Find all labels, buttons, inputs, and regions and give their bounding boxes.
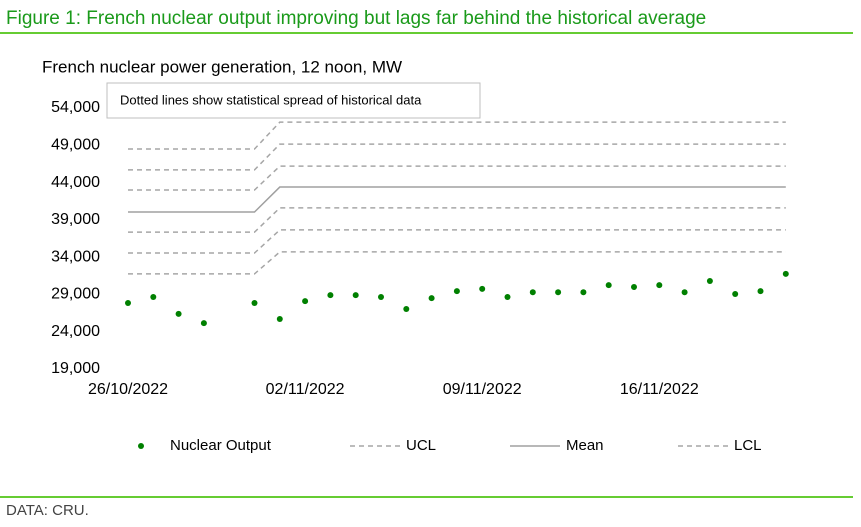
- data-point: [479, 285, 486, 292]
- y-tick-label: 24,000: [51, 323, 100, 340]
- y-tick-label: 39,000: [51, 211, 100, 228]
- data-point: [175, 310, 182, 317]
- data-point: [327, 292, 334, 299]
- legend-label: UCL: [406, 437, 436, 454]
- y-tick-label: 29,000: [51, 286, 100, 303]
- data-point: [656, 282, 663, 289]
- annotation: Dotted lines show statistical spread of …: [120, 92, 422, 107]
- data-point: [757, 288, 764, 295]
- legend-label: LCL: [734, 437, 762, 454]
- data-point: [251, 300, 258, 307]
- y-tick-label: 44,000: [51, 174, 100, 191]
- series-line: [128, 143, 786, 171]
- x-tick-label: 02/11/2022: [266, 381, 345, 398]
- data-point: [150, 294, 157, 301]
- y-tick-label: 19,000: [51, 360, 100, 377]
- data-point: [580, 289, 587, 296]
- data-point: [276, 316, 283, 323]
- data-point: [732, 291, 739, 298]
- data-point: [782, 270, 789, 277]
- data-point: [555, 289, 562, 296]
- data-point: [529, 289, 536, 296]
- data-point: [504, 294, 511, 301]
- x-tick-label: 09/11/2022: [443, 381, 522, 398]
- data-point: [352, 292, 359, 299]
- data-point: [605, 282, 612, 289]
- source: DATA: CRU.: [6, 502, 89, 519]
- data-point: [428, 295, 435, 302]
- chart-title: French nuclear power generation, 12 noon…: [42, 57, 402, 76]
- legend-label: Mean: [566, 437, 604, 454]
- data-point: [200, 320, 207, 327]
- legend-marker: [138, 443, 144, 449]
- data-point: [302, 298, 309, 305]
- series-line: [128, 207, 786, 233]
- data-point: [403, 305, 410, 312]
- series-line: [128, 165, 786, 191]
- data-point: [631, 283, 637, 290]
- series-line: [128, 186, 786, 213]
- data-point: [681, 289, 688, 296]
- data-point: [706, 278, 713, 285]
- series-line: [128, 251, 786, 275]
- y-tick-label: 54,000: [51, 99, 100, 116]
- series-line: [128, 229, 786, 254]
- y-tick-label: 49,000: [51, 137, 100, 154]
- figure-title: Figure 1: French nuclear output improvin…: [6, 8, 706, 29]
- legend-label: Nuclear Output: [170, 437, 272, 454]
- x-tick-label: 26/10/2022: [88, 381, 168, 398]
- data-point: [378, 294, 384, 301]
- data-point: [125, 300, 131, 307]
- y-tick-label: 34,000: [51, 248, 100, 265]
- series-line: [128, 121, 786, 150]
- data-point: [453, 288, 460, 295]
- annotation-box: [106, 82, 481, 119]
- x-tick-label: 16/11/2022: [620, 381, 699, 398]
